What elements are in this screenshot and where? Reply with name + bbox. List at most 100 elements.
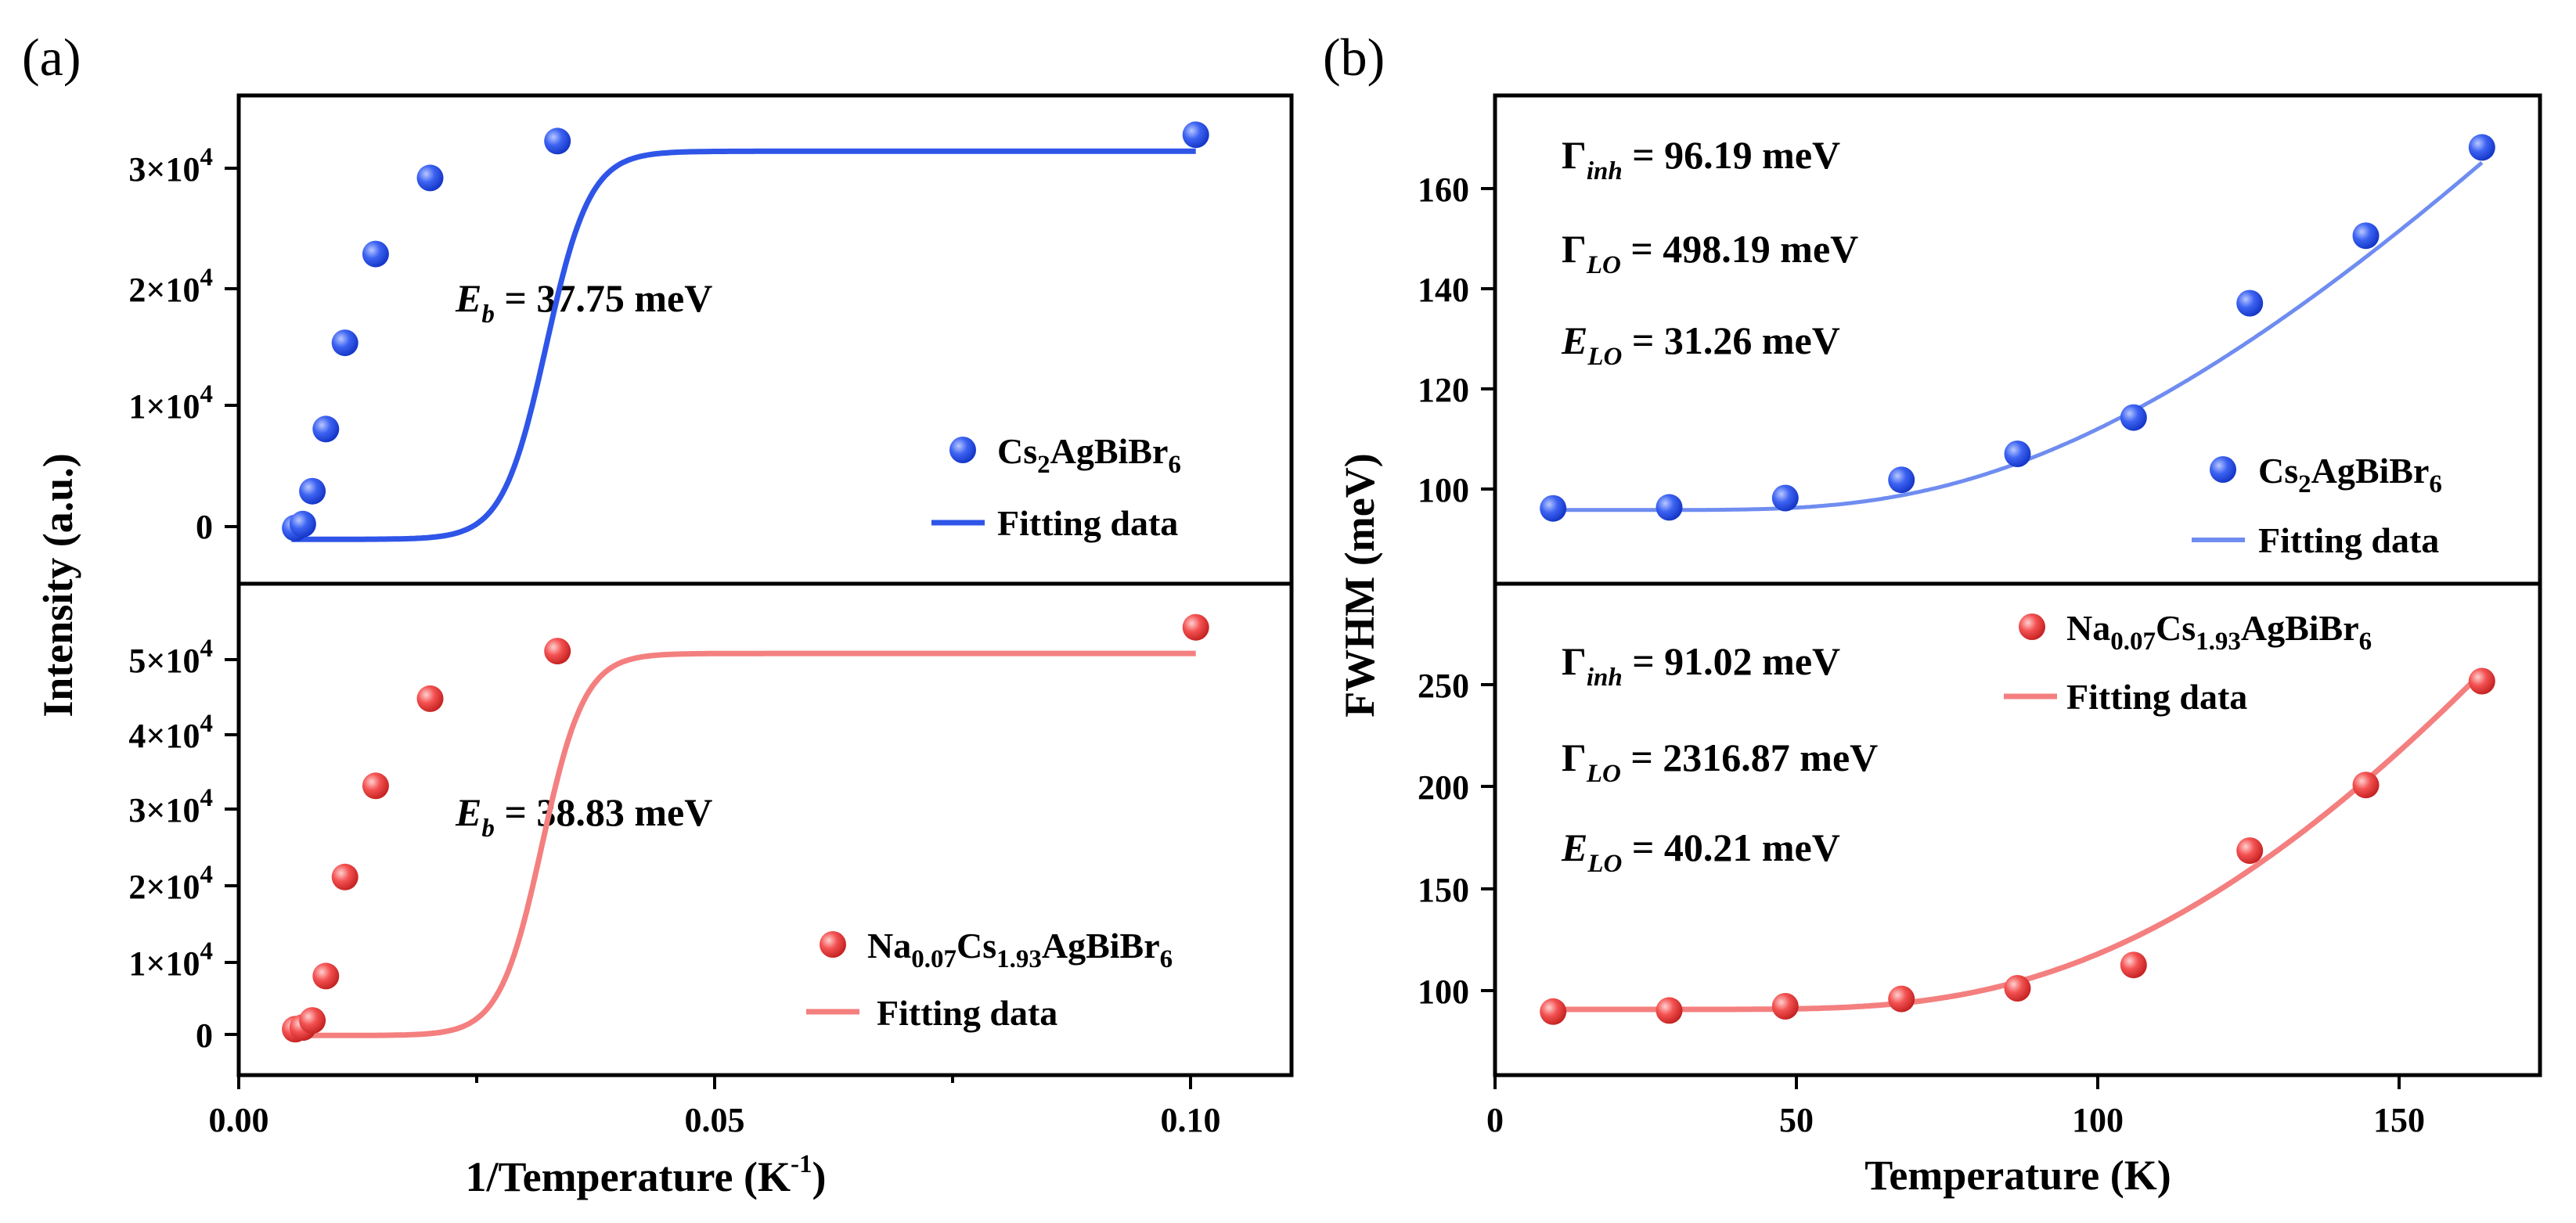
panel-a-xtick-label: 0.00 [209, 1101, 269, 1139]
panel-b-xtick-label: 150 [2373, 1101, 2425, 1139]
legend-series-label: Cs2AgBiBr6 [2258, 451, 2442, 498]
data-point [2468, 667, 2495, 695]
data-point [1182, 121, 1209, 149]
panel-b-bottom-gamma-inh: Γinh = 91.02 meV [1562, 639, 1840, 692]
data-point [312, 415, 340, 443]
legend-series-label: Cs2AgBiBr6 [997, 431, 1181, 479]
data-point [1182, 613, 1209, 641]
panel-b-xtick-label: 50 [1779, 1101, 1814, 1139]
legend-marker [2019, 613, 2045, 640]
data-point [1771, 484, 1799, 512]
panel-a-top-eb-annotation: Eb = 37.75 meV [455, 276, 712, 329]
legend-fit-label: Fitting data [877, 993, 1057, 1033]
panel-a-top-yaxis: 0 1×104 2×104 3×104 [128, 143, 239, 546]
data-point [1540, 998, 1567, 1025]
panel-b: FWHM (meV) Temperature (K) 0 50 100 150 … [1336, 93, 2542, 1199]
panel-b-letter: (b) [1323, 27, 1385, 87]
ytick-label: 2×104 [128, 861, 213, 906]
panel-b-bottom-yaxis: 100 150 200 250 [1418, 667, 1495, 1011]
data-point [299, 477, 326, 505]
panel-a-xtick-label: 0.10 [1161, 1101, 1221, 1139]
panel-b-top-plot [1540, 134, 2495, 522]
ytick-label: 100 [1418, 471, 1469, 509]
data-point [2352, 222, 2380, 250]
data-point [2468, 134, 2495, 161]
data-point [331, 863, 358, 890]
panel-a-xtick-label: 0.05 [685, 1101, 745, 1139]
ytick-label: 3×104 [128, 784, 213, 829]
fit-line [291, 148, 1196, 542]
data-point [1888, 985, 1915, 1013]
data-point [299, 1007, 326, 1034]
data-point [2004, 441, 2031, 467]
data-point [1655, 494, 1683, 521]
legend-series-label: Na0.07Cs1.93AgBiBr6 [2066, 608, 2372, 656]
data-point [2120, 951, 2147, 979]
panel-b-top-gamma-lo: ΓLO = 498.19 meV [1562, 227, 1858, 279]
ytick-label: 2×104 [128, 264, 213, 309]
data-point [416, 164, 444, 192]
panel-b-xtick-label: 100 [2072, 1101, 2124, 1139]
panel-a-top-legend: Cs2AgBiBr6 Fitting data [931, 431, 1181, 543]
panel-b-bottom-gamma-lo: ΓLO = 2316.87 meV [1562, 736, 1878, 788]
data-point [289, 510, 316, 538]
data-point [362, 772, 389, 800]
ytick-label: 200 [1418, 768, 1469, 807]
panel-b-ylabel: FWHM (meV) [1336, 453, 1383, 717]
panel-a-xlabel: 1/Temperature (K-1) [466, 1150, 827, 1200]
data-point [331, 329, 358, 357]
data-point [2120, 404, 2147, 431]
panel-b-top-gamma-inh: Γinh = 96.19 meV [1562, 133, 1840, 185]
ytick-label: 1×104 [128, 380, 213, 426]
fit-line [291, 650, 1196, 1038]
data-point [416, 685, 444, 712]
data-point [2236, 290, 2264, 317]
panel-b-xtick-label: 0 [1486, 1101, 1504, 1139]
panel-b-bottom-plot [1540, 667, 2495, 1025]
panel-b-xlabel: Temperature (K) [1864, 1152, 2171, 1199]
data-point [1540, 495, 1567, 522]
panel-b-top-yaxis: 100 120 140 160 [1418, 171, 1495, 509]
legend-fit-label: Fitting data [2066, 677, 2247, 717]
panel-b-top-e-lo: ELO = 31.26 meV [1561, 318, 1840, 371]
legend-fit-label: Fitting data [2258, 520, 2439, 560]
data-point [312, 962, 340, 990]
ytick-label: 4×104 [128, 710, 213, 755]
data-point [362, 240, 389, 268]
panel-a-bottom-eb-annotation: Eb = 38.83 meV [455, 790, 712, 843]
data-point [544, 638, 571, 665]
ytick-label: 120 [1418, 371, 1469, 409]
ytick-label: 250 [1418, 667, 1469, 705]
data-point [2004, 975, 2031, 1002]
data-point [1771, 993, 1799, 1020]
legend-marker [2210, 456, 2236, 483]
ytick-label: 1×104 [128, 937, 213, 983]
data-point [544, 128, 571, 155]
ytick-label: 140 [1418, 271, 1469, 309]
ytick-label: 3×104 [128, 143, 213, 189]
panel-a-bottom-legend: Na0.07Cs1.93AgBiBr6 Fitting data [806, 926, 1173, 1033]
ytick-label: 0 [196, 1016, 213, 1055]
ytick-label: 160 [1418, 171, 1469, 209]
ytick-label: 100 [1418, 973, 1469, 1011]
panel-a-bottom-plot [282, 613, 1209, 1043]
legend-fit-label: Fitting data [997, 503, 1178, 543]
data-point [2236, 837, 2264, 865]
legend-marker [820, 931, 846, 958]
ytick-label: 0 [196, 508, 213, 546]
panel-b-bottom-legend: Na0.07Cs1.93AgBiBr6 Fitting data [2004, 608, 2372, 717]
data-point [1655, 997, 1683, 1024]
legend-marker [949, 437, 976, 463]
panel-a-top-plot [282, 121, 1209, 542]
data-point [2352, 772, 2380, 799]
panel-a-ylabel: Intensity (a.u.) [34, 453, 81, 718]
ytick-label: 5×104 [128, 635, 213, 680]
data-point [1888, 466, 1915, 494]
panel-b-top-legend: Cs2AgBiBr6 Fitting data [2192, 451, 2442, 560]
panel-a-letter: (a) [22, 27, 81, 87]
ytick-label: 150 [1418, 871, 1469, 909]
panel-a-bottom-yaxis: 0 1×104 2×104 3×104 4×104 5×104 [128, 635, 239, 1055]
legend-series-label: Na0.07Cs1.93AgBiBr6 [867, 926, 1173, 973]
panel-b-bottom-e-lo: ELO = 40.21 meV [1561, 826, 1840, 878]
